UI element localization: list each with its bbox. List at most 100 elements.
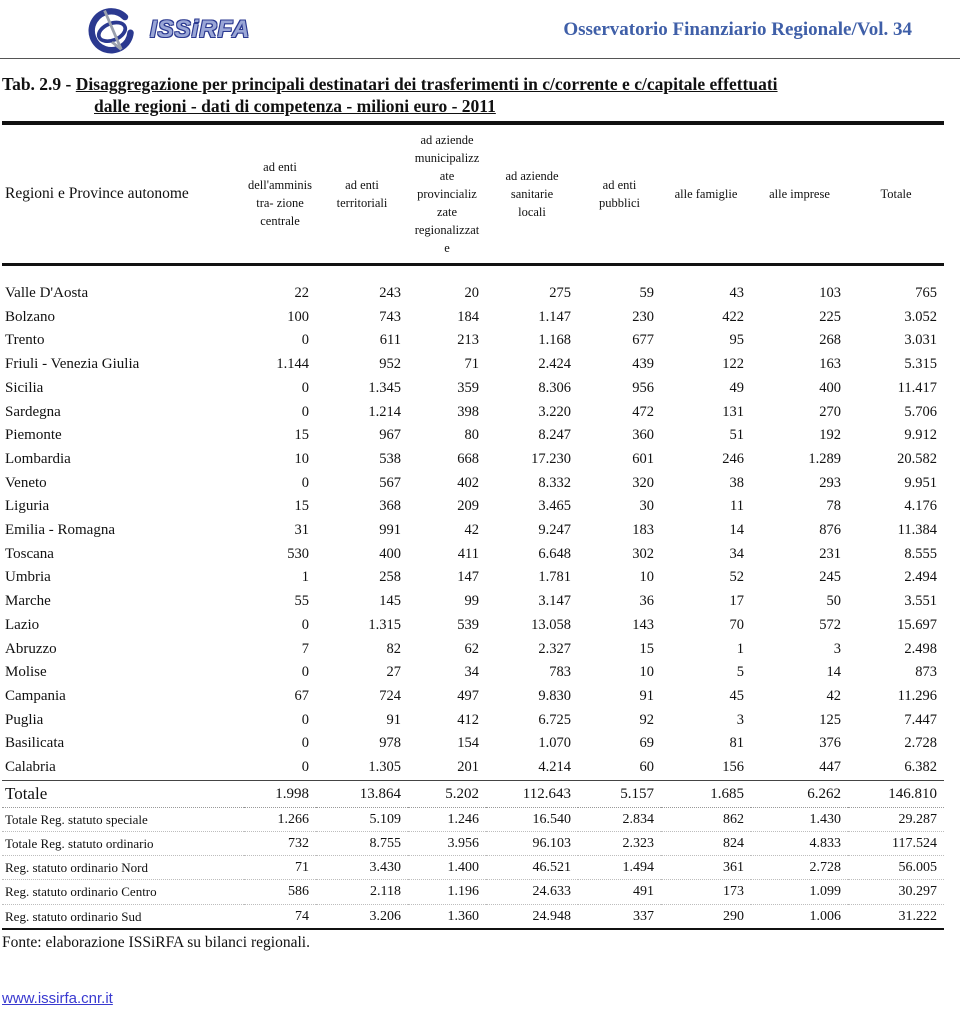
cell-value: 31.222 <box>898 908 938 924</box>
cell-value: 1.400 <box>408 855 486 881</box>
cell-value: 3 <box>736 711 744 728</box>
cell-value: 31 <box>294 522 310 539</box>
cell-value: 95 <box>729 332 745 349</box>
cell-value: 1.006 <box>809 908 842 924</box>
cell-value: 472 <box>632 403 654 420</box>
cell-value: 10 <box>639 664 655 681</box>
cell-value: 1.070 <box>538 735 571 752</box>
row-label: Reg. statuto ordinario Centro <box>2 879 244 905</box>
cell-value: 1.099 <box>751 879 848 905</box>
issirfa-website-link[interactable]: www.issirfa.cnr.it <box>2 990 113 1007</box>
cell-value: 398 <box>457 403 479 420</box>
cell-value: 13.058 <box>531 616 571 633</box>
cell-value: 42 <box>464 522 480 539</box>
cell-value: 567 <box>379 474 401 491</box>
row-label: Abruzzo <box>5 640 57 657</box>
cell-value: 1.685 <box>661 779 751 808</box>
cell-value: 11.417 <box>897 379 937 396</box>
cell-value: 1.781 <box>538 569 571 586</box>
cell-value: 74 <box>295 908 309 924</box>
row-label: Emilia - Romagna <box>5 522 115 539</box>
cell-value: 0 <box>301 735 309 752</box>
cell-value: 49 <box>729 379 745 396</box>
cell-value: 6.725 <box>538 711 571 728</box>
table-row: Friuli - Venezia Giulia 1.144 952 71 2.424 43… <box>2 353 944 377</box>
cell-value: 55 <box>294 593 310 610</box>
cell-value: 732 <box>244 831 316 857</box>
cell-value: 337 <box>633 908 654 924</box>
row-label: Sicilia <box>5 379 44 396</box>
cell-value: 27 <box>386 664 402 681</box>
cell-value: 400 <box>379 545 401 562</box>
table-row: Reg. statuto ordinario Sud 74 3.206 1.360 24… <box>2 904 944 929</box>
cell-value: 359 <box>457 379 479 396</box>
cell-value: 3 <box>833 640 841 657</box>
cell-value: 245 <box>819 569 841 586</box>
cell-value: 5.706 <box>904 403 937 420</box>
row-label: Liguria <box>5 498 50 515</box>
cell-value: 290 <box>723 908 744 924</box>
row-label: Piemonte <box>5 427 62 444</box>
table-row: Basilicata 0 978 154 1.070 69 81 376 2.728 <box>2 732 944 756</box>
table-row: Totale Reg. statuto speciale 1.266 5.109 1.… <box>2 807 944 832</box>
cell-value: 873 <box>915 664 937 681</box>
cell-value: 230 <box>632 308 654 325</box>
table-body: Valle D'Aosta 22 243 20 275 59 43 103 765 Bolzano… <box>2 265 944 929</box>
cell-value: 572 <box>819 616 841 633</box>
cell-value: 439 <box>632 356 654 373</box>
cell-value: 5.157 <box>578 779 661 808</box>
cell-value: 60 <box>639 759 655 776</box>
cell-value: 201 <box>457 759 479 776</box>
cell-value: 1.246 <box>408 807 486 832</box>
cell-value: 2.118 <box>316 879 408 905</box>
cell-value: 978 <box>379 735 401 752</box>
table-row: Calabria 0 1.305 201 4.214 60 156 447 6.382 <box>2 756 944 780</box>
cell-value: 1.289 <box>808 450 841 467</box>
cell-value: 3.956 <box>408 831 486 857</box>
table-row: Sicilia 0 1.345 359 8.306 956 49 400 11.417 <box>2 377 944 401</box>
table-title-prefix: Tab. 2.9 - <box>2 74 76 94</box>
cell-value: 956 <box>632 379 654 396</box>
cell-value: 246 <box>722 450 744 467</box>
row-label: Toscana <box>5 545 54 562</box>
cell-value: 6.648 <box>538 545 571 562</box>
cell-value: 1.196 <box>408 879 486 905</box>
cell-value: 24.948 <box>532 908 572 924</box>
cell-value: 71 <box>244 855 316 881</box>
table-row: Lombardia 10 538 668 17.230 601 246 1.289 20.582 <box>2 448 944 472</box>
cell-value: 22 <box>294 285 310 301</box>
cell-value: 17 <box>729 593 745 610</box>
cell-value: 2.494 <box>904 569 937 586</box>
cell-value: 69 <box>639 735 655 752</box>
table-row: Reg. statuto ordinario Centro 586 2.118 1.1… <box>2 879 944 905</box>
cell-value: 92 <box>639 711 655 728</box>
cell-value: 824 <box>661 831 751 857</box>
cell-value: 1.168 <box>538 332 571 349</box>
row-label: Reg. statuto ordinario Sud <box>5 908 142 924</box>
cell-value: 724 <box>379 687 401 704</box>
table-row: Umbria 1 258 147 1.781 10 52 245 2.494 <box>2 566 944 590</box>
row-label: Trento <box>5 332 45 349</box>
cell-value: 156 <box>722 759 744 776</box>
cell-value: 0 <box>301 403 309 420</box>
cell-value: 59 <box>639 285 655 301</box>
cell-value: 1.494 <box>578 855 661 881</box>
cell-value: 411 <box>457 545 479 562</box>
table-row: Campania 67 724 497 9.830 91 45 42 11.296 <box>2 685 944 709</box>
cell-value: 360 <box>632 427 654 444</box>
cell-value: 163 <box>819 356 841 373</box>
cell-value: 601 <box>632 450 654 467</box>
cell-value: 2.834 <box>578 807 661 832</box>
row-label: Molise <box>5 664 47 681</box>
cell-value: 3.147 <box>538 593 571 610</box>
table-row: Toscana 530 400 411 6.648 302 34 231 8.555 <box>2 543 944 567</box>
row-label: Lombardia <box>5 450 71 467</box>
column-header-enti-amministrazione-centrale: ad enti dell'amminis tra- zione centrale <box>244 123 316 266</box>
cell-value: 70 <box>729 616 745 633</box>
cell-value: 99 <box>464 593 480 610</box>
cell-value: 2.728 <box>751 855 848 881</box>
cell-value: 67 <box>294 687 310 704</box>
cell-value: 14 <box>826 664 842 681</box>
cell-value: 11 <box>730 498 744 515</box>
table-row: Lazio 0 1.315 539 13.058 143 70 572 15.697 <box>2 614 944 638</box>
